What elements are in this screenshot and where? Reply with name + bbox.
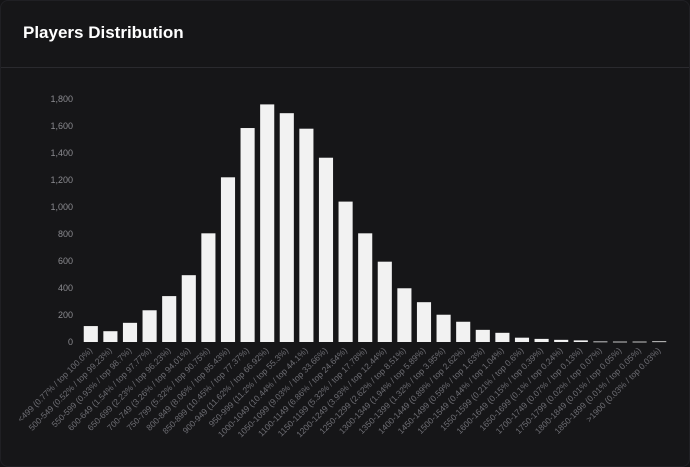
bar[interactable] bbox=[475, 329, 490, 342]
chart-title: Players Distribution bbox=[23, 23, 184, 42]
bar[interactable] bbox=[593, 341, 608, 343]
bar[interactable] bbox=[495, 332, 510, 342]
bar[interactable] bbox=[181, 275, 196, 342]
bar[interactable] bbox=[103, 331, 118, 342]
bar[interactable] bbox=[83, 326, 98, 342]
bar[interactable] bbox=[436, 314, 451, 342]
bar[interactable] bbox=[612, 341, 628, 343]
bar[interactable] bbox=[162, 296, 177, 342]
y-tick-label: 1,400 bbox=[50, 148, 73, 158]
bar[interactable] bbox=[338, 201, 353, 342]
bar[interactable] bbox=[534, 338, 549, 342]
y-tick-label: 1,600 bbox=[50, 121, 73, 131]
bar[interactable] bbox=[358, 233, 373, 342]
bar[interactable] bbox=[456, 321, 471, 342]
bar[interactable] bbox=[554, 339, 569, 342]
bar[interactable] bbox=[279, 113, 294, 343]
y-tick-label: 1,200 bbox=[50, 175, 73, 185]
bar[interactable] bbox=[377, 261, 392, 342]
y-tick-label: 1,000 bbox=[50, 202, 73, 212]
bar[interactable] bbox=[397, 288, 412, 342]
y-tick-label: 0 bbox=[68, 337, 73, 347]
y-tick-label: 200 bbox=[58, 310, 73, 320]
card-header: Players Distribution bbox=[1, 1, 689, 68]
bar[interactable] bbox=[514, 337, 530, 342]
y-tick-label: 400 bbox=[58, 283, 73, 293]
bar[interactable] bbox=[220, 177, 236, 342]
bar[interactable] bbox=[260, 104, 275, 343]
y-tick-label: 800 bbox=[58, 229, 73, 239]
y-tick-label: 1,800 bbox=[50, 94, 73, 104]
bar[interactable] bbox=[632, 341, 647, 343]
bar[interactable] bbox=[240, 128, 255, 342]
bar[interactable] bbox=[573, 340, 588, 342]
bar[interactable] bbox=[142, 310, 157, 342]
bar[interactable] bbox=[652, 341, 667, 343]
bar[interactable] bbox=[299, 128, 314, 342]
bar[interactable] bbox=[318, 157, 334, 342]
y-tick-label: 600 bbox=[58, 256, 73, 266]
bar[interactable] bbox=[122, 322, 138, 342]
bar[interactable] bbox=[416, 302, 432, 342]
bar[interactable] bbox=[201, 233, 216, 342]
